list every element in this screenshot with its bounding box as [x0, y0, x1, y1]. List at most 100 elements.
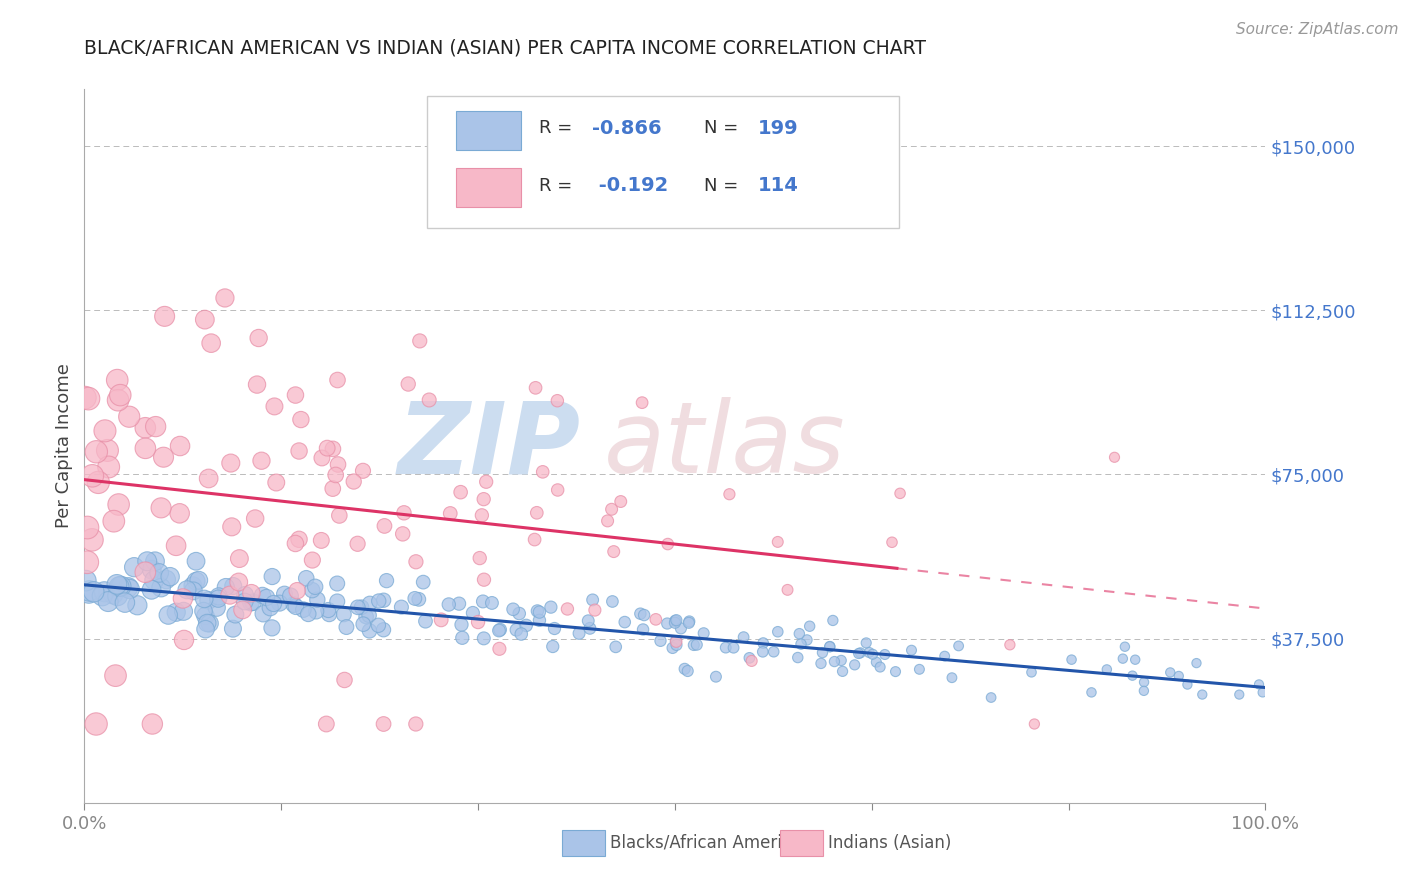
Point: [157, 608, 180, 623]
Point: [73, 391, 96, 405]
Point: [665, 634, 688, 648]
Point: [295, 571, 318, 585]
Point: [301, 553, 323, 567]
Point: [461, 606, 484, 620]
Point: [263, 597, 285, 611]
Point: [752, 645, 775, 659]
Point: [195, 615, 218, 630]
Point: [288, 533, 311, 547]
Point: [318, 607, 340, 621]
Point: [583, 603, 606, 617]
Point: [1024, 717, 1046, 731]
Point: [243, 511, 266, 525]
Point: [359, 596, 381, 610]
Point: [1121, 668, 1143, 682]
Point: [193, 604, 215, 618]
Point: [108, 580, 131, 594]
Point: [326, 373, 349, 387]
Point: [322, 442, 344, 456]
Point: [762, 645, 785, 659]
Point: [250, 454, 273, 468]
Text: Blacks/African Americans: Blacks/African Americans: [610, 834, 821, 852]
Point: [508, 607, 530, 621]
Point: [186, 574, 208, 588]
Point: [335, 620, 357, 634]
Point: [165, 605, 187, 619]
Point: [1133, 675, 1156, 690]
Point: [354, 609, 377, 624]
FancyBboxPatch shape: [427, 96, 900, 228]
Point: [392, 506, 415, 520]
Point: [430, 613, 453, 627]
Point: [449, 597, 471, 611]
Point: [103, 514, 125, 528]
Text: Indians (Asian): Indians (Asian): [828, 834, 952, 852]
Point: [505, 623, 527, 637]
Point: [288, 444, 311, 458]
Point: [172, 591, 194, 606]
Point: [290, 412, 312, 426]
Point: [96, 443, 118, 458]
Point: [118, 582, 141, 596]
Point: [127, 599, 149, 613]
Point: [219, 456, 242, 470]
Point: [405, 717, 427, 731]
Point: [523, 533, 546, 547]
Point: [194, 622, 217, 636]
Point: [346, 537, 368, 551]
Point: [325, 467, 347, 482]
Point: [676, 664, 699, 678]
Point: [1177, 677, 1199, 691]
Point: [831, 665, 853, 679]
Point: [221, 520, 243, 534]
Point: [865, 655, 887, 669]
Point: [661, 640, 683, 655]
Point: [1167, 669, 1189, 683]
Point: [75, 574, 97, 588]
Point: [247, 331, 270, 345]
Point: [208, 590, 231, 604]
Point: [373, 519, 395, 533]
Point: [232, 603, 254, 617]
Point: [205, 600, 228, 615]
Point: [343, 475, 366, 489]
Point: [790, 637, 813, 651]
Point: [396, 377, 419, 392]
Point: [375, 574, 398, 588]
Point: [980, 690, 1002, 705]
Point: [741, 654, 763, 668]
Point: [776, 582, 799, 597]
Point: [704, 670, 727, 684]
Point: [631, 623, 654, 637]
Point: [141, 563, 163, 577]
Point: [450, 485, 472, 500]
Point: [849, 646, 872, 660]
Point: [633, 608, 655, 623]
Point: [214, 291, 236, 305]
Point: [292, 602, 315, 616]
Point: [602, 594, 624, 608]
Point: [718, 487, 741, 501]
Point: [200, 336, 222, 351]
Point: [900, 643, 922, 657]
Point: [145, 419, 167, 434]
Point: [76, 555, 98, 569]
Point: [228, 551, 250, 566]
Point: [252, 607, 274, 621]
Point: [631, 395, 654, 409]
Point: [280, 589, 302, 603]
Point: [197, 593, 219, 607]
Point: [297, 607, 319, 621]
Point: [752, 636, 775, 650]
Point: [810, 657, 832, 671]
Point: [848, 647, 870, 661]
Point: [1227, 688, 1250, 702]
Point: [193, 591, 215, 606]
Point: [568, 626, 591, 640]
Point: [150, 581, 173, 595]
Point: [418, 392, 440, 407]
Point: [855, 636, 877, 650]
Point: [181, 583, 204, 598]
Point: [77, 583, 100, 598]
Point: [471, 508, 494, 523]
